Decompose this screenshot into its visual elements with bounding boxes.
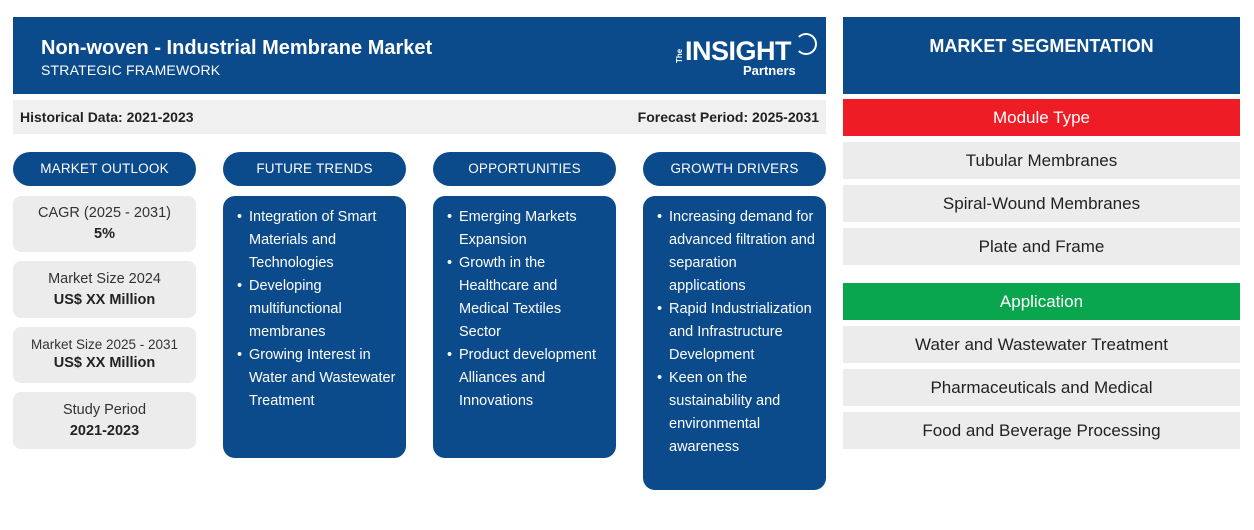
list-item: Growing Interest in Water and Wastewater… (237, 344, 396, 413)
stat-cagr: CAGR (2025 - 2031) 5% (13, 196, 196, 252)
future-trends-card: Integration of Smart Materials and Techn… (223, 196, 406, 458)
opportunities-heading: OPPORTUNITIES (433, 152, 616, 186)
growth-drivers-card: Increasing demand for advanced filtratio… (643, 196, 826, 490)
period-bar: Historical Data: 2021-2023 Forecast Peri… (13, 100, 826, 134)
stat-value: 5% (94, 226, 115, 242)
segment-item: Tubular Membranes (843, 142, 1240, 179)
list-item: Product development Alliances and Innova… (447, 344, 606, 413)
stat-label: Study Period (62, 402, 147, 418)
list-item: Keen on the sustainability and environme… (657, 367, 816, 459)
stat-label: Market Size 2024 (48, 271, 161, 287)
segment-item: Pharmaceuticals and Medical (843, 369, 1240, 406)
segment-item: Water and Wastewater Treatment (843, 326, 1240, 363)
historical-period: Historical Data: 2021-2023 (20, 109, 194, 125)
stat-value: US$ XX Million (53, 355, 156, 371)
market-outlook-heading: MARKET OUTLOOK (13, 152, 196, 186)
stat-value: US$ XX Million (53, 292, 156, 308)
stat-market-size-forecast: Market Size 2025 - 2031 US$ XX Million (13, 327, 196, 383)
list-item: Emerging Markets Expansion (447, 206, 606, 252)
list-item: Rapid Industrialization and Infrastructu… (657, 298, 816, 367)
stat-study-period: Study Period 2021-2023 (13, 392, 196, 449)
list-item: Increasing demand for advanced filtratio… (657, 206, 816, 298)
logo-the: The (675, 48, 684, 63)
segment-item: Food and Beverage Processing (843, 412, 1240, 449)
opportunities-card: Emerging Markets Expansion Growth in the… (433, 196, 616, 458)
market-segmentation-heading: MARKET SEGMENTATION (843, 17, 1240, 94)
list-item: Integration of Smart Materials and Techn… (237, 206, 396, 275)
growth-drivers-heading: GROWTH DRIVERS (643, 152, 826, 186)
segment-application: Application (843, 283, 1240, 320)
report-header: Non-woven - Industrial Membrane Market S… (13, 17, 826, 94)
segment-module-type: Module Type (843, 99, 1240, 136)
insight-partners-logo: The INSIGHT Partners (665, 33, 817, 83)
list-item: Developing multifunctional membranes (237, 275, 396, 344)
logo-insight: INSIGHT (685, 36, 792, 66)
logo-partners: Partners (743, 63, 796, 78)
future-trends-heading: FUTURE TRENDS (223, 152, 406, 186)
segment-item: Plate and Frame (843, 228, 1240, 265)
stat-value: 2021-2023 (69, 423, 140, 439)
logo-ring-icon (795, 33, 817, 55)
segment-item: Spiral-Wound Membranes (843, 185, 1240, 222)
stat-label: Market Size 2025 - 2031 (30, 337, 179, 352)
stat-market-size-2024: Market Size 2024 US$ XX Million (13, 261, 196, 318)
forecast-period: Forecast Period: 2025-2031 (637, 109, 819, 125)
report-title: Non-woven - Industrial Membrane Market (41, 37, 433, 59)
list-item: Growth in the Healthcare and Medical Tex… (447, 252, 606, 344)
stat-label: CAGR (2025 - 2031) (38, 205, 171, 221)
report-subtitle: STRATEGIC FRAMEWORK (41, 62, 221, 78)
